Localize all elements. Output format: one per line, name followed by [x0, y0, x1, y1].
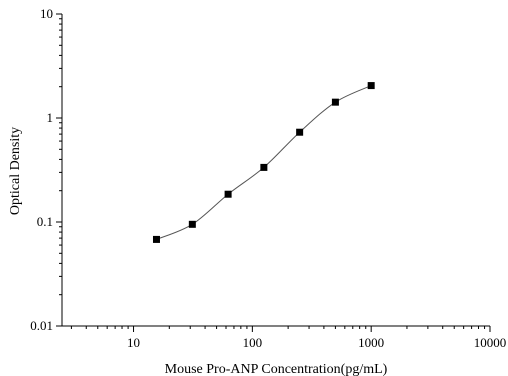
y-tick-label: 0.01 — [30, 318, 53, 333]
data-point — [331, 98, 339, 106]
data-point — [188, 220, 196, 228]
data-point — [224, 190, 232, 198]
x-tick-label: 10000 — [474, 335, 507, 350]
y-tick-label: 1 — [47, 110, 54, 125]
data-point — [260, 163, 268, 171]
data-point — [296, 128, 304, 136]
x-tick-label: 10 — [127, 335, 140, 350]
tick-labels: 10 100 1000 10000 0.01 0.1 1 10 — [30, 6, 506, 350]
x-tick-label: 1000 — [358, 335, 384, 350]
data-point — [367, 82, 375, 90]
data-point — [152, 235, 160, 243]
x-axis-label: Mouse Pro-ANP Concentration(pg/mL) — [165, 362, 388, 376]
fit-curve — [156, 85, 372, 240]
axes — [61, 14, 490, 327]
x-tick-label: 100 — [243, 335, 263, 350]
data-points — [152, 82, 375, 243]
y-axis-label: Optical Density — [8, 127, 23, 215]
tick-marks — [56, 13, 491, 332]
y-tick-label: 10 — [40, 6, 53, 21]
y-tick-label: 0.1 — [37, 214, 53, 229]
